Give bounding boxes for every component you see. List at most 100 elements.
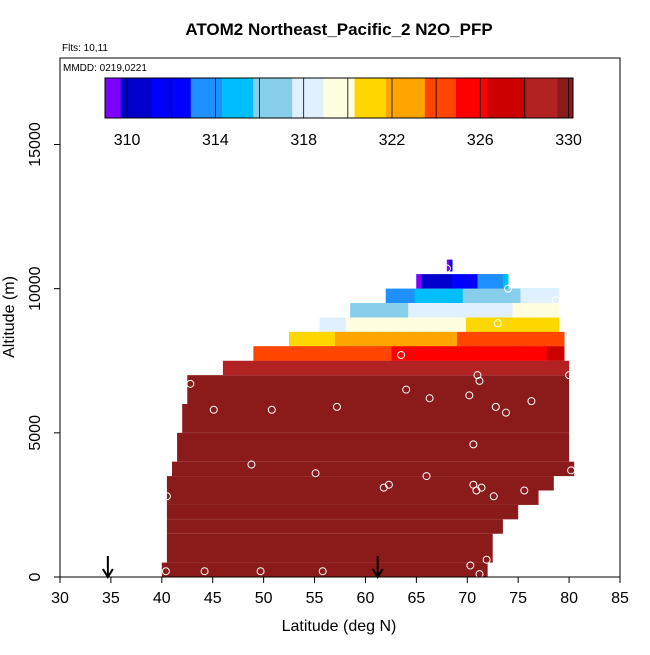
plot-frame: [59, 57, 621, 578]
heatmap-cell: [500, 303, 514, 318]
colorbar-segment: [284, 78, 293, 118]
sample-point-10: [465, 391, 474, 400]
heatmap-cell: [385, 288, 396, 304]
chart-title: ATOM2 Northeast_Pacific_2 N2O_PFP: [185, 20, 492, 39]
heatmap-cell: [520, 288, 531, 304]
heatmap-cell: [481, 288, 493, 304]
heatmap-cell: [339, 346, 358, 361]
y-tick-label-0: 0: [27, 572, 44, 581]
sample-point-14: [491, 402, 500, 411]
x-tick-label-3: 45: [204, 590, 222, 607]
heatmap-cell: [374, 346, 392, 361]
colorbar-segment: [276, 78, 285, 118]
sample-point-19: [247, 460, 256, 469]
heatmap-cell: [492, 274, 499, 289]
heatmap-cell: [487, 331, 504, 347]
heatmap-cell: [492, 317, 507, 332]
colorbar-segment: [214, 78, 223, 118]
heatmap-cell: [489, 303, 502, 318]
colorbar-segment: [128, 78, 137, 118]
heatmap-cell: [548, 331, 565, 347]
heatmap-cell: [457, 274, 463, 289]
heatmap-band-16: [166, 533, 493, 563]
heatmap-cell: [524, 303, 537, 318]
colorbar-segment: [190, 78, 200, 118]
heatmap-cell: [518, 331, 534, 347]
x-tick-label-9: 75: [509, 590, 527, 607]
colorbar-segment: [136, 78, 145, 118]
heatmap-cell: [350, 331, 366, 347]
colorbar-segment: [105, 78, 114, 118]
heatmap-cell: [373, 303, 386, 318]
y-tick-label-1: 5000: [27, 415, 44, 451]
y-tick-label-2: 10000: [27, 266, 44, 311]
sample-point-29: [162, 492, 171, 501]
colorbar-segment: [151, 78, 161, 118]
heatmap-cell: [425, 346, 444, 361]
heatmap-cell: [443, 288, 454, 304]
colorbar-segment: [534, 78, 543, 118]
colorbar-tick-label-0: 310: [114, 132, 141, 149]
heatmap-cell: [451, 259, 453, 272]
colorbar-segment: [315, 78, 324, 118]
heatmap-band-9: [182, 404, 570, 433]
heatmap-cell: [452, 274, 458, 289]
heatmap-band-17: [161, 562, 488, 577]
colorbar-segment: [261, 78, 270, 118]
sample-point-28: [520, 486, 529, 495]
heatmap-cell: [477, 303, 490, 318]
sample-point-35: [256, 567, 265, 576]
colorbar-segment: [495, 78, 504, 118]
colorbar-segment: [237, 78, 246, 118]
colorbar-segment: [362, 78, 371, 118]
heatmap-cell: [497, 274, 504, 289]
heatmap-band-12: [166, 476, 554, 491]
heatmap-cell: [472, 288, 483, 304]
heatmap-cell: [350, 303, 363, 318]
heatmap-cell: [405, 288, 416, 304]
heatmap-cell: [530, 288, 541, 304]
colorbar-segment: [268, 78, 278, 118]
heatmap-cell: [532, 317, 547, 332]
heatmap-band-7: [222, 360, 570, 376]
sample-point-8: [186, 379, 195, 388]
sample-point-18: [469, 440, 478, 449]
heatmap-cell: [424, 288, 435, 304]
heatmap-cell: [304, 331, 321, 347]
heatmap-cell: [399, 317, 414, 332]
colorbar-segment: [456, 78, 465, 118]
colorbar-segment: [518, 78, 527, 118]
colorbar-segment: [339, 78, 348, 118]
colorbar-segment: [222, 78, 231, 118]
heatmap-cell: [372, 317, 387, 332]
heatmap-cell: [436, 274, 443, 289]
colorbar-segment: [541, 78, 551, 118]
colorbar-segment: [370, 78, 379, 118]
colorbar-segment: [479, 78, 488, 118]
x-tick-label-8: 70: [458, 590, 476, 607]
heatmap-cell: [287, 346, 306, 361]
heatmap-band-8: [187, 375, 570, 404]
colorbar-segment: [401, 78, 410, 118]
heatmap-cell: [395, 288, 406, 304]
y-axis-label: Altitude (m): [1, 276, 18, 358]
sample-point-31: [482, 555, 491, 564]
heatmap-cell: [446, 274, 453, 289]
heatmap-cell: [322, 346, 341, 361]
colorbar-segment: [346, 78, 356, 118]
heatmap-cell: [477, 274, 484, 289]
heatmap-cell: [510, 288, 521, 304]
sample-point-12: [425, 394, 434, 403]
sample-point-34: [200, 567, 209, 576]
sample-point-11: [527, 397, 536, 406]
heatmap-cell: [472, 274, 478, 289]
heatmap-cell: [414, 288, 425, 304]
colorbar-segment: [245, 78, 254, 118]
sample-point-6: [473, 371, 482, 380]
sample-point-9: [402, 385, 411, 394]
heatmap-cell: [443, 346, 461, 361]
heatmap-cell: [425, 317, 440, 332]
heatmap-cell: [419, 303, 432, 318]
heatmap-cell: [253, 346, 272, 361]
